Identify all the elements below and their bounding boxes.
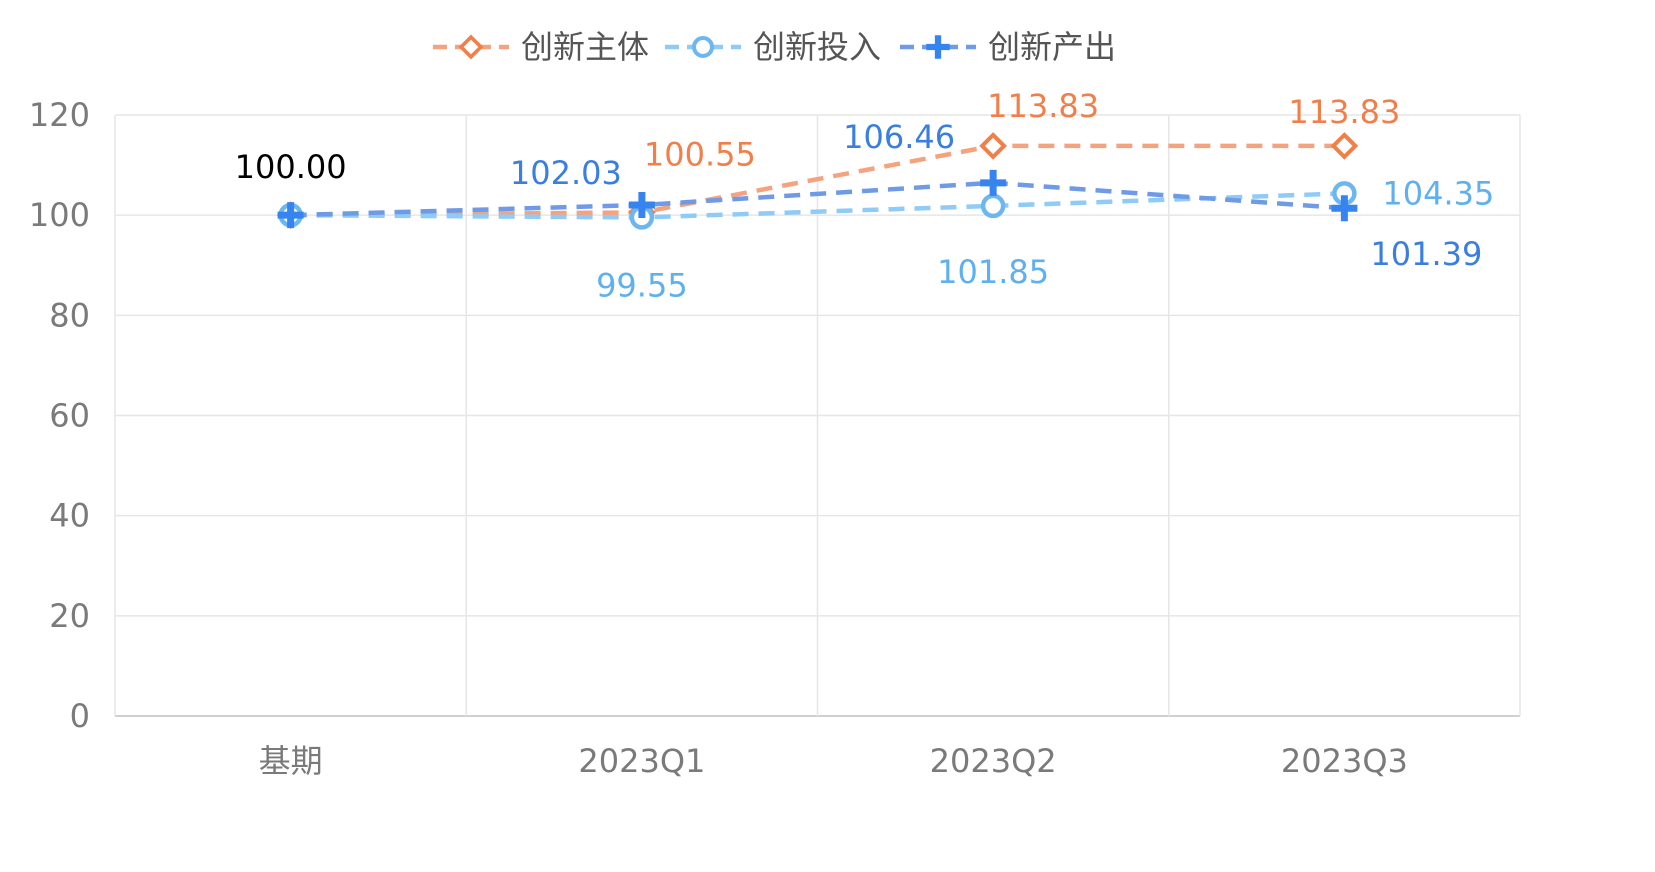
data-label: 113.83	[1288, 93, 1400, 131]
legend-label: 创新投入	[753, 28, 881, 66]
marker-diamond	[458, 34, 484, 60]
series-line	[290, 180, 1345, 218]
data-label: 101.85	[937, 253, 1049, 291]
data-label: 113.83	[987, 87, 1099, 125]
legend-label: 创新产出	[988, 28, 1116, 66]
marker-plus	[628, 192, 655, 218]
y-tick-label: 0	[70, 697, 90, 735]
y-tick-label: 20	[49, 597, 90, 635]
y-tick-label: 40	[49, 497, 90, 535]
legend-item[interactable]: 创新投入	[665, 28, 881, 66]
x-tick-label: 2023Q3	[1281, 742, 1408, 780]
data-label: 100.55	[644, 135, 756, 173]
marker-circle	[691, 35, 715, 59]
axes: 0 20 40 60 80 100 120 基期 2023Q1 2023Q2 2023Q3	[29, 96, 1408, 780]
y-tick-label: 60	[49, 397, 90, 435]
data-label: 99.55	[596, 266, 688, 304]
y-tick-label: 80	[49, 296, 90, 334]
data-label: 100.00	[235, 148, 347, 186]
series-line	[290, 143, 1345, 218]
y-tick-label: 100	[29, 196, 90, 234]
legend-item[interactable]: 创新主体	[433, 28, 649, 66]
marker-plus	[1331, 195, 1358, 222]
legend: 创新主体 创新投入 创新产出	[433, 28, 1116, 66]
data-label: 106.46	[843, 118, 955, 156]
data-labels: 100.55 113.83 113.83 99.55 101.85 104.35 100.0…	[235, 87, 1495, 305]
series-line	[290, 191, 1345, 220]
grid	[114, 114, 1521, 717]
marker-plus	[277, 202, 304, 229]
y-tick-label: 120	[29, 96, 90, 134]
marker-circle	[980, 193, 1006, 219]
data-label: 104.35	[1382, 174, 1494, 212]
x-tick-label: 2023Q1	[578, 742, 705, 780]
x-tick-label: 2023Q2	[930, 742, 1057, 780]
marker-plus	[926, 35, 950, 59]
marker-plus	[980, 169, 1007, 196]
legend-item[interactable]: 创新产出	[900, 28, 1116, 66]
x-tick-label: 基期	[259, 742, 323, 780]
legend-label: 创新主体	[521, 28, 649, 66]
marker-diamond	[1330, 132, 1359, 160]
marker-diamond	[979, 132, 1007, 160]
series-group	[276, 132, 1359, 230]
data-label: 101.39	[1370, 235, 1482, 273]
data-label: 102.03	[510, 154, 622, 192]
